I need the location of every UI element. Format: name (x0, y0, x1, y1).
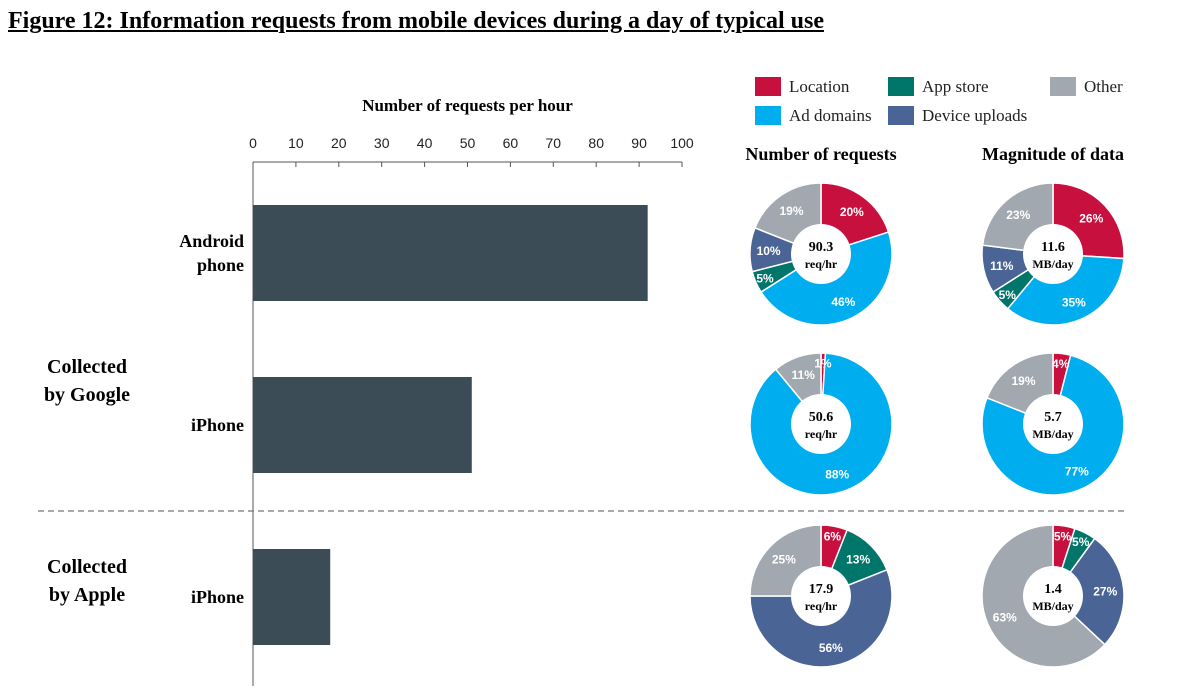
slice-value-label: 19% (779, 204, 803, 218)
donut-hole (791, 394, 851, 454)
pie-slice-ad-domains (1006, 253, 1125, 326)
donut-hole (791, 224, 851, 284)
x-tick-label: 50 (460, 135, 476, 151)
slice-value-label: 5% (1054, 529, 1072, 543)
group-label: Collected (47, 556, 127, 578)
donut-center-unit: req/hr (805, 427, 838, 441)
slice-value-label: 23% (1006, 208, 1030, 222)
x-tick-label: 90 (631, 135, 647, 151)
pie-slice-device-uploads (1052, 537, 1125, 646)
donut-center-value: 1.4 (1044, 582, 1062, 597)
donut-hole (1023, 566, 1083, 626)
slice-value-label: 20% (840, 205, 864, 219)
slice-value-label: 5% (1072, 535, 1090, 549)
figure-title: Figure 12: Information requests from mob… (8, 8, 824, 34)
donut-hole (791, 566, 851, 626)
legend-label-app-store: App store (922, 77, 989, 96)
legend-swatch-device-uploads (888, 106, 914, 125)
category-label: phone (197, 255, 244, 275)
x-tick-label: 80 (588, 135, 604, 151)
donut-chart: 20% 46% 5% 10% 19% 90.3 req/hr (749, 182, 893, 326)
legend-swatch-ad-domains (755, 106, 781, 125)
group-label: Collected (47, 356, 127, 378)
slice-value-label: 27% (1093, 585, 1117, 599)
donut-center-unit: MB/day (1032, 599, 1073, 613)
donut-center-value: 5.7 (1044, 410, 1062, 425)
legend-swatch-app-store (888, 77, 914, 96)
donut-center-unit: MB/day (1032, 427, 1073, 441)
slice-value-label: 13% (846, 552, 870, 566)
donut-hole (1023, 394, 1083, 454)
donut-chart: 26% 35% 5% 11% 23% 11.6 MB/day (981, 182, 1125, 326)
slice-value-label: 4% (1052, 357, 1070, 371)
slice-value-label: 11% (792, 368, 816, 382)
category-label: iPhone (191, 415, 244, 435)
x-tick-label: 10 (288, 135, 304, 151)
x-tick-label: 20 (331, 135, 347, 151)
donut-center-unit: req/hr (805, 599, 838, 613)
slice-value-label: 77% (1065, 464, 1089, 478)
donut-chart: 5% 5% 27% 63% 1.4 MB/day (981, 524, 1125, 668)
bar (253, 205, 648, 301)
slice-value-label: 26% (1079, 212, 1103, 226)
legend-label-device-uploads: Device uploads (922, 106, 1027, 125)
bar (253, 549, 331, 645)
x-tick-label: 0 (249, 135, 257, 151)
slice-value-label: 46% (831, 295, 855, 309)
slice-value-label: 11% (990, 259, 1014, 273)
x-tick-label: 100 (670, 135, 694, 151)
bar-chart-title: Number of requests per hour (362, 96, 573, 115)
donut-center-value: 50.6 (809, 410, 834, 425)
donut-chart: 4% 77% 19% 5.7 MB/day (981, 352, 1125, 496)
donut-chart: 6% 13% 56% 25% 17.9 req/hr (749, 524, 893, 668)
donut-center-value: 90.3 (809, 240, 834, 255)
slice-value-label: 88% (825, 467, 849, 481)
legend-swatch-other (1050, 77, 1076, 96)
slice-value-label: 5% (756, 272, 774, 286)
donut-center-value: 11.6 (1041, 240, 1065, 255)
donut-center-unit: req/hr (805, 257, 838, 271)
x-tick-label: 70 (546, 135, 562, 151)
legend: Location App store Other Ad domains Device u… (755, 77, 1123, 125)
legend-label-ad-domains: Ad domains (789, 106, 872, 125)
legend-swatch-location (755, 77, 781, 96)
slice-value-label: 56% (819, 641, 843, 655)
x-tick-label: 40 (417, 135, 433, 151)
donut-hole (1023, 224, 1083, 284)
slice-value-label: 63% (993, 610, 1017, 624)
legend-label-other: Other (1084, 77, 1123, 96)
legend-label-location: Location (789, 77, 850, 96)
slice-value-label: 5% (999, 288, 1017, 302)
group-label: by Apple (49, 584, 125, 606)
x-tick-label: 60 (503, 135, 519, 151)
pie-column-title: Number of requests (745, 144, 896, 164)
pie-charts: Number of requests Magnitude of data 20% 46… (745, 144, 1125, 668)
pie-column-title: Magnitude of data (982, 144, 1124, 164)
slice-value-label: 25% (772, 552, 796, 566)
slice-value-label: 6% (824, 530, 842, 544)
bar-chart: Number of requests per hour 0 10 20 30 40 50 60… (38, 96, 1128, 686)
donut-center-unit: MB/day (1032, 257, 1073, 271)
donut-chart: 1% 88% 11% 50.6 req/hr (749, 352, 893, 496)
bar (253, 377, 472, 473)
slice-value-label: 1% (814, 357, 832, 371)
x-tick-label: 30 (374, 135, 390, 151)
donut-center-value: 17.9 (809, 582, 834, 597)
category-label: iPhone (191, 587, 244, 607)
group-label: by Google (44, 384, 130, 406)
slice-value-label: 19% (1011, 374, 1035, 388)
category-label: Android (179, 231, 244, 251)
slice-value-label: 35% (1062, 296, 1086, 310)
slice-value-label: 10% (757, 244, 781, 258)
